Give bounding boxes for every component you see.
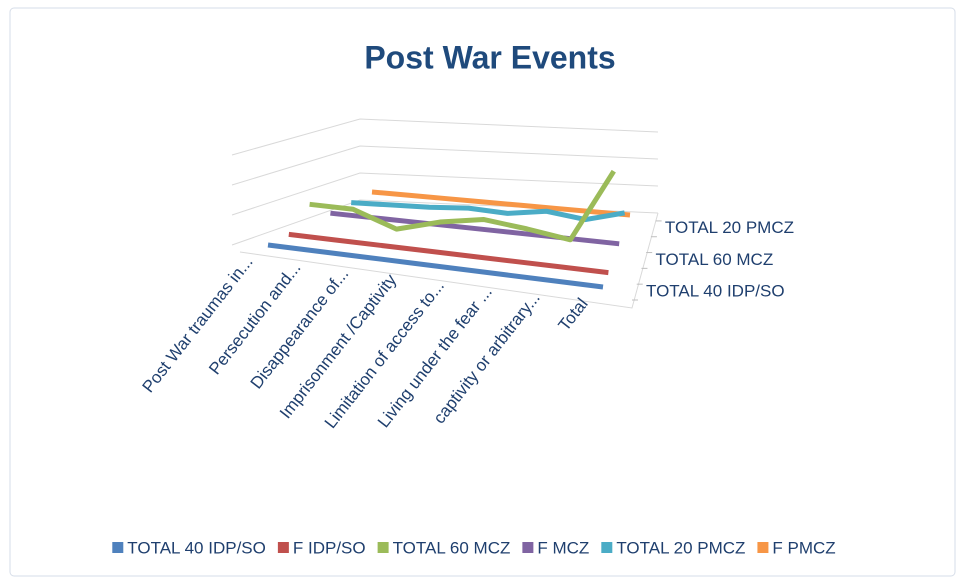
legend-swatch <box>757 542 769 553</box>
legend-label: TOTAL 40 IDP/SO <box>127 538 266 557</box>
legend-label: F IDP/SO <box>293 538 366 557</box>
legend-label: TOTAL 60 MCZ <box>393 538 511 557</box>
grid-line <box>231 172 659 216</box>
series-line <box>267 242 604 290</box>
chart-title: Post War Events <box>364 39 615 75</box>
legend-swatch <box>522 542 534 553</box>
legend-label: TOTAL 20 PMCZ <box>616 538 745 557</box>
legend-swatch <box>112 542 124 553</box>
depth-label: TOTAL 60 MCZ <box>655 250 773 269</box>
floor-edge <box>239 212 659 309</box>
series-line <box>309 169 616 243</box>
grid-line <box>231 118 659 156</box>
legend-label: F MCZ <box>537 538 589 557</box>
legend-swatch <box>601 542 613 553</box>
grid-line <box>231 145 659 186</box>
depth-label: TOTAL 40 IDP/SO <box>646 281 785 300</box>
legend-swatch <box>277 542 289 553</box>
series-line <box>288 231 609 276</box>
legend-swatch <box>377 542 389 553</box>
series-line <box>351 200 626 223</box>
depth-label: TOTAL 20 PMCZ <box>665 218 794 237</box>
legend-label: F PMCZ <box>772 538 835 557</box>
chart-border <box>9 7 956 577</box>
